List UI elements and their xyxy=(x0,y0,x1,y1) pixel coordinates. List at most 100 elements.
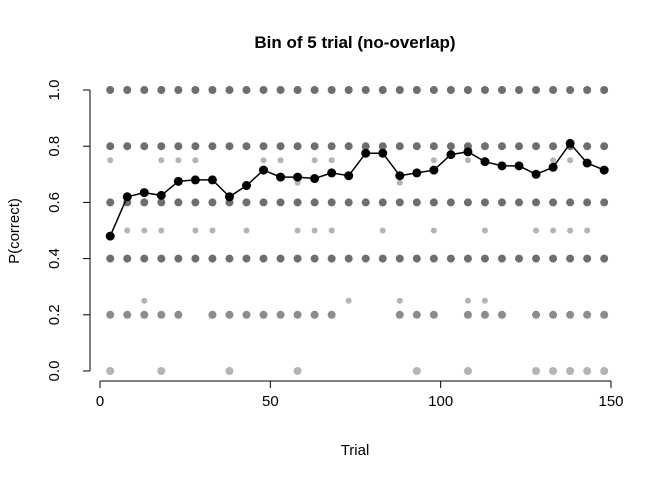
data-point xyxy=(107,157,114,164)
data-point xyxy=(345,297,352,304)
data-point xyxy=(533,227,540,234)
data-point xyxy=(430,157,437,164)
y-tick-label: 0.0 xyxy=(46,361,63,382)
data-point xyxy=(463,310,472,319)
data-point xyxy=(395,310,404,319)
data-point xyxy=(123,142,132,151)
data-point xyxy=(549,254,558,263)
data-point xyxy=(310,254,319,263)
data-point xyxy=(584,227,591,234)
data-point xyxy=(480,310,489,319)
data-point xyxy=(532,310,541,319)
mean-line xyxy=(109,142,605,237)
data-point xyxy=(208,254,217,263)
data-point xyxy=(106,142,115,151)
data-point xyxy=(259,198,268,207)
data-point xyxy=(157,142,166,151)
y-tick-label: 0.2 xyxy=(46,304,63,325)
data-point xyxy=(378,142,387,151)
data-point xyxy=(549,367,558,375)
data-point xyxy=(344,86,353,94)
data-point xyxy=(209,227,216,234)
data-point xyxy=(549,142,558,151)
data-point xyxy=(412,254,421,263)
data-point xyxy=(140,310,149,319)
data-point xyxy=(259,310,268,319)
data-point xyxy=(123,254,132,263)
data-point xyxy=(242,310,251,319)
chart-title: Bin of 5 trial (no-overlap) xyxy=(254,33,455,52)
data-point xyxy=(480,198,489,207)
data-point xyxy=(225,142,234,151)
data-point xyxy=(259,86,268,94)
data-point xyxy=(379,227,386,234)
data-point xyxy=(175,157,182,164)
data-point xyxy=(412,310,421,319)
data-point xyxy=(429,310,438,319)
mean-point xyxy=(531,169,541,179)
mean-point xyxy=(463,147,473,157)
data-point xyxy=(208,198,217,207)
data-point xyxy=(310,198,319,207)
data-point xyxy=(327,86,336,94)
data-point xyxy=(361,198,370,207)
data-point xyxy=(328,157,335,164)
data-point xyxy=(106,86,115,94)
data-point xyxy=(344,142,353,151)
data-point xyxy=(327,254,336,263)
mean-point xyxy=(582,158,592,168)
data-point xyxy=(464,297,471,304)
data-point xyxy=(549,310,558,319)
mean-series xyxy=(105,138,609,241)
data-point xyxy=(361,86,370,94)
mean-point xyxy=(156,190,166,200)
data-point xyxy=(497,142,506,151)
data-point xyxy=(276,142,285,151)
data-point xyxy=(412,198,421,207)
data-point xyxy=(310,142,319,151)
data-point xyxy=(140,254,149,263)
data-point xyxy=(361,142,370,151)
x-tick-label: 50 xyxy=(262,393,279,410)
data-point xyxy=(141,297,148,304)
data-point xyxy=(463,198,472,207)
data-point xyxy=(208,310,217,319)
data-point xyxy=(174,142,183,151)
data-point xyxy=(600,254,609,263)
x-tick-label: 100 xyxy=(428,393,453,410)
data-point xyxy=(140,198,149,207)
data-point xyxy=(429,142,438,151)
data-point xyxy=(532,142,541,151)
data-point xyxy=(515,198,524,207)
data-point xyxy=(497,310,506,319)
data-point xyxy=(243,227,250,234)
data-point xyxy=(158,227,165,234)
mean-point xyxy=(105,231,115,241)
data-point xyxy=(532,86,541,94)
data-point xyxy=(566,198,575,207)
mean-point xyxy=(378,148,388,158)
data-point xyxy=(259,254,268,263)
data-point xyxy=(191,86,200,94)
data-point xyxy=(157,198,166,207)
data-point xyxy=(566,254,575,263)
mean-point xyxy=(122,192,132,202)
mean-point xyxy=(344,171,354,181)
individual-points xyxy=(106,86,609,375)
data-point xyxy=(497,198,506,207)
mean-point xyxy=(565,138,575,148)
data-point xyxy=(600,310,609,319)
data-point xyxy=(174,254,183,263)
data-point xyxy=(157,86,166,94)
data-point xyxy=(242,198,251,207)
data-point xyxy=(378,198,387,207)
data-point xyxy=(276,254,285,263)
data-point xyxy=(395,142,404,151)
data-point xyxy=(276,198,285,207)
data-point xyxy=(208,142,217,151)
data-point xyxy=(191,142,200,151)
data-point xyxy=(583,142,592,151)
data-point xyxy=(429,86,438,94)
data-point xyxy=(567,157,574,164)
data-point xyxy=(600,86,609,94)
